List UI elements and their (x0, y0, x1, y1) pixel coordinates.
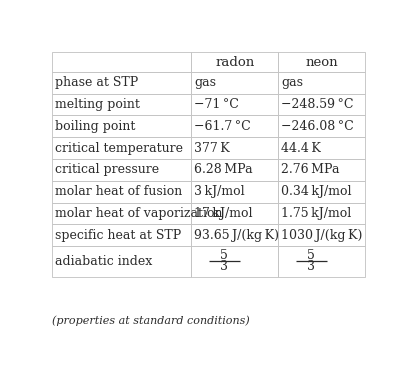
Text: −71 °C: −71 °C (194, 98, 239, 111)
Text: neon: neon (305, 56, 338, 69)
Bar (53, 72, 191, 94)
Text: 3 kJ/mol: 3 kJ/mol (194, 185, 245, 198)
Text: −246.08 °C: −246.08 °C (281, 120, 354, 133)
Text: 5: 5 (221, 249, 228, 262)
Bar (191, 159, 278, 181)
Text: gas: gas (194, 76, 216, 89)
Bar (191, 225, 278, 246)
Bar (278, 246, 365, 277)
Bar (53, 225, 191, 246)
Text: 6.28 MPa: 6.28 MPa (194, 164, 253, 177)
Text: molar heat of vaporization: molar heat of vaporization (55, 207, 223, 220)
Bar (53, 181, 191, 203)
Text: 3: 3 (221, 260, 228, 273)
Bar (53, 94, 191, 116)
Bar (278, 94, 365, 116)
Bar (278, 72, 365, 94)
Text: 1030 J/(kg K): 1030 J/(kg K) (281, 229, 363, 242)
Text: critical temperature: critical temperature (55, 142, 183, 154)
Text: 2.76 MPa: 2.76 MPa (281, 164, 339, 177)
Bar (278, 225, 365, 246)
Bar (53, 116, 191, 137)
Bar (278, 159, 365, 181)
Bar (191, 246, 278, 277)
Text: phase at STP: phase at STP (55, 76, 138, 89)
Bar (53, 137, 191, 159)
Text: 17 kJ/mol: 17 kJ/mol (194, 207, 253, 220)
Text: molar heat of fusion: molar heat of fusion (55, 185, 183, 198)
Bar (278, 52, 365, 72)
Text: adiabatic index: adiabatic index (55, 255, 153, 268)
Bar (191, 72, 278, 94)
Text: critical pressure: critical pressure (55, 164, 160, 177)
Text: (properties at standard conditions): (properties at standard conditions) (53, 315, 250, 326)
Text: 5: 5 (307, 249, 315, 262)
Bar (53, 159, 191, 181)
Text: specific heat at STP: specific heat at STP (55, 229, 182, 242)
Text: −61.7 °C: −61.7 °C (194, 120, 251, 133)
Text: 0.34 kJ/mol: 0.34 kJ/mol (281, 185, 352, 198)
Bar (191, 137, 278, 159)
Bar (191, 202, 278, 225)
Text: 1.75 kJ/mol: 1.75 kJ/mol (281, 207, 351, 220)
Text: 3: 3 (307, 260, 315, 273)
Bar (191, 52, 278, 72)
Bar (278, 202, 365, 225)
Bar (278, 181, 365, 203)
Text: boiling point: boiling point (55, 120, 136, 133)
Bar (191, 181, 278, 203)
Text: 93.65 J/(kg K): 93.65 J/(kg K) (194, 229, 279, 242)
Text: −248.59 °C: −248.59 °C (281, 98, 354, 111)
Bar (278, 137, 365, 159)
Text: 44.4 K: 44.4 K (281, 142, 321, 154)
Bar (53, 246, 191, 277)
Bar (53, 52, 191, 72)
Text: 377 K: 377 K (194, 142, 230, 154)
Text: radon: radon (215, 56, 254, 69)
Bar (53, 202, 191, 225)
Bar (191, 94, 278, 116)
Bar (191, 116, 278, 137)
Bar (278, 116, 365, 137)
Text: gas: gas (281, 76, 303, 89)
Text: melting point: melting point (55, 98, 140, 111)
